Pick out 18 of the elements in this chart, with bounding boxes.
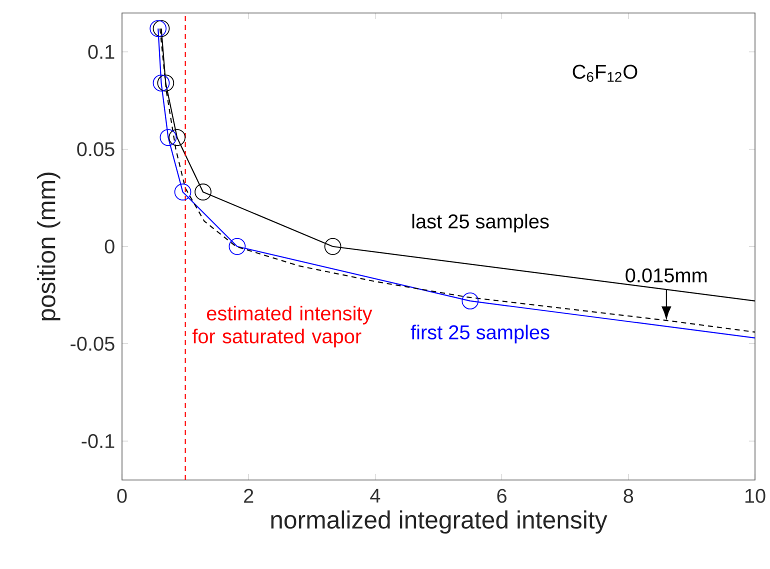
x-tick-label: 10 (745, 488, 766, 503)
series-label: first 25 samples (410, 324, 550, 344)
annotation: 0.015mm (626, 268, 707, 282)
x-tick-label: 2 (244, 488, 254, 503)
y-tick-label: -0.1 (82, 434, 114, 448)
y-tick-label: 0.1 (88, 44, 114, 59)
x-tick-label: 6 (497, 488, 506, 503)
x-tick-label: 8 (624, 488, 634, 503)
ref-line-label: estimated intensity for saturated vapor (192, 306, 372, 348)
y-tick-label: -0.05 (70, 336, 114, 351)
y-tick-label: 0 (104, 239, 114, 254)
annotation: C$_{6}$F$_{12}$O (572, 64, 638, 82)
x-axis-title: normalized integrated intensity (271, 510, 608, 534)
x-tick-label: 0 (117, 488, 127, 503)
x-tick-label: 4 (370, 488, 380, 503)
text: last 25 samples (412, 214, 549, 232)
y-tick-label: 0.05 (77, 142, 114, 156)
y-axis-title: position (mm) (37, 172, 60, 320)
